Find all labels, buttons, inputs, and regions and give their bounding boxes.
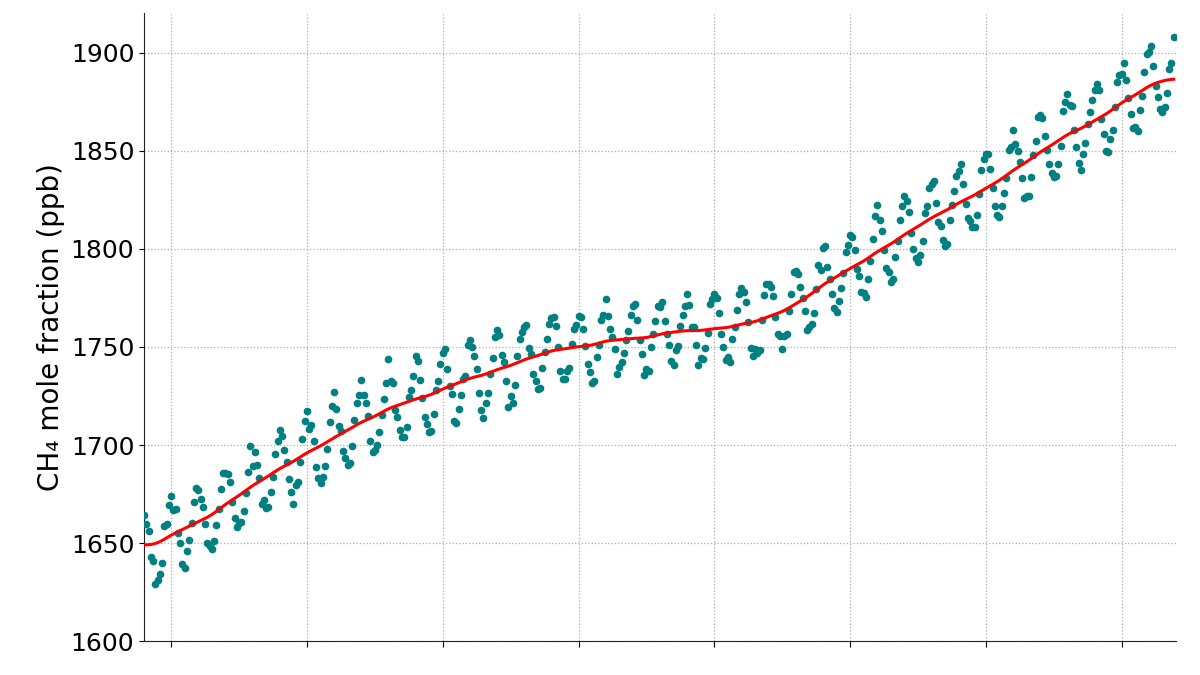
Y-axis label: CH₄ mole fraction (ppb): CH₄ mole fraction (ppb) — [37, 163, 65, 491]
